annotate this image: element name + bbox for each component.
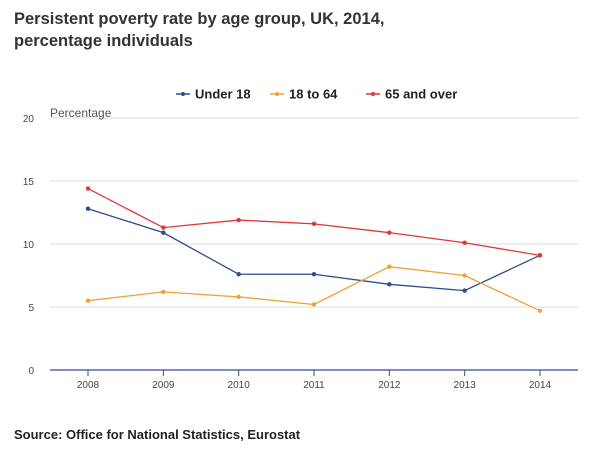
series-group: [85, 186, 543, 313]
data-point-65-and-over: [387, 230, 392, 235]
data-point-18-to-64: [85, 298, 91, 303]
data-point-65-and-over: [537, 253, 543, 258]
data-point-18-to-64: [311, 302, 317, 307]
data-point-under-18: [85, 206, 91, 211]
x-tick-label: 2011: [303, 380, 325, 391]
data-point-18-to-64: [537, 308, 543, 313]
legend-marker-under-18: [181, 92, 185, 96]
x-tick-label: 2014: [529, 380, 552, 391]
y-axis-label: Percentage: [50, 106, 112, 120]
data-point-under-18: [311, 272, 317, 277]
data-point-under-18: [161, 230, 166, 235]
y-tick-label: 5: [28, 303, 34, 314]
line-chart: Under 18 18 to 64 65 and over Percentage 0…: [23, 87, 578, 391]
data-point-65-and-over: [462, 240, 467, 245]
legend-marker-18-to-64: [275, 92, 279, 96]
data-point-under-18: [387, 282, 392, 287]
y-tick-label: 10: [23, 240, 35, 251]
gridlines: [50, 117, 578, 371]
chart-title: Persistent poverty rate by age group, UK…: [14, 8, 574, 52]
x-tick-label: 2013: [454, 380, 477, 391]
y-tick-label: 0: [28, 366, 34, 377]
x-tick-label: 2010: [228, 380, 251, 391]
x-tick-label: 2009: [152, 380, 175, 391]
y-axis-ticks: 0 5 10 15 20: [23, 114, 35, 377]
legend-label-65-and-over: 65 and over: [385, 87, 457, 102]
data-point-18-to-64: [236, 294, 241, 300]
x-axis-ticks: 2008 2009 2010 2011 2012 2013 2014: [77, 370, 552, 391]
y-tick-label: 15: [23, 177, 35, 188]
data-point-under-18: [236, 272, 241, 277]
chart-title-line-2: percentage individuals: [14, 32, 193, 50]
x-tick-label: 2008: [77, 380, 100, 391]
chart-title-line-1: Persistent poverty rate by age group, UK…: [14, 10, 385, 28]
x-tick-label: 2012: [378, 380, 401, 391]
legend-marker-65-and-over: [371, 92, 375, 96]
y-tick-label: 20: [23, 114, 35, 125]
legend-label-under-18: Under 18: [195, 87, 251, 102]
data-point-65-and-over: [161, 225, 166, 230]
data-point-18-to-64: [161, 289, 166, 295]
data-point-18-to-64: [462, 273, 467, 278]
data-point-18-to-64: [387, 264, 392, 269]
data-point-65-and-over: [85, 186, 91, 191]
data-point-65-and-over: [311, 221, 317, 227]
data-point-under-18: [462, 288, 467, 293]
source-note: Source: Office for National Statistics, …: [14, 427, 301, 442]
legend-label-18-to-64: 18 to 64: [289, 87, 338, 102]
data-point-65-and-over: [236, 217, 241, 223]
chart-legend: Under 18 18 to 64 65 and over: [176, 87, 457, 102]
